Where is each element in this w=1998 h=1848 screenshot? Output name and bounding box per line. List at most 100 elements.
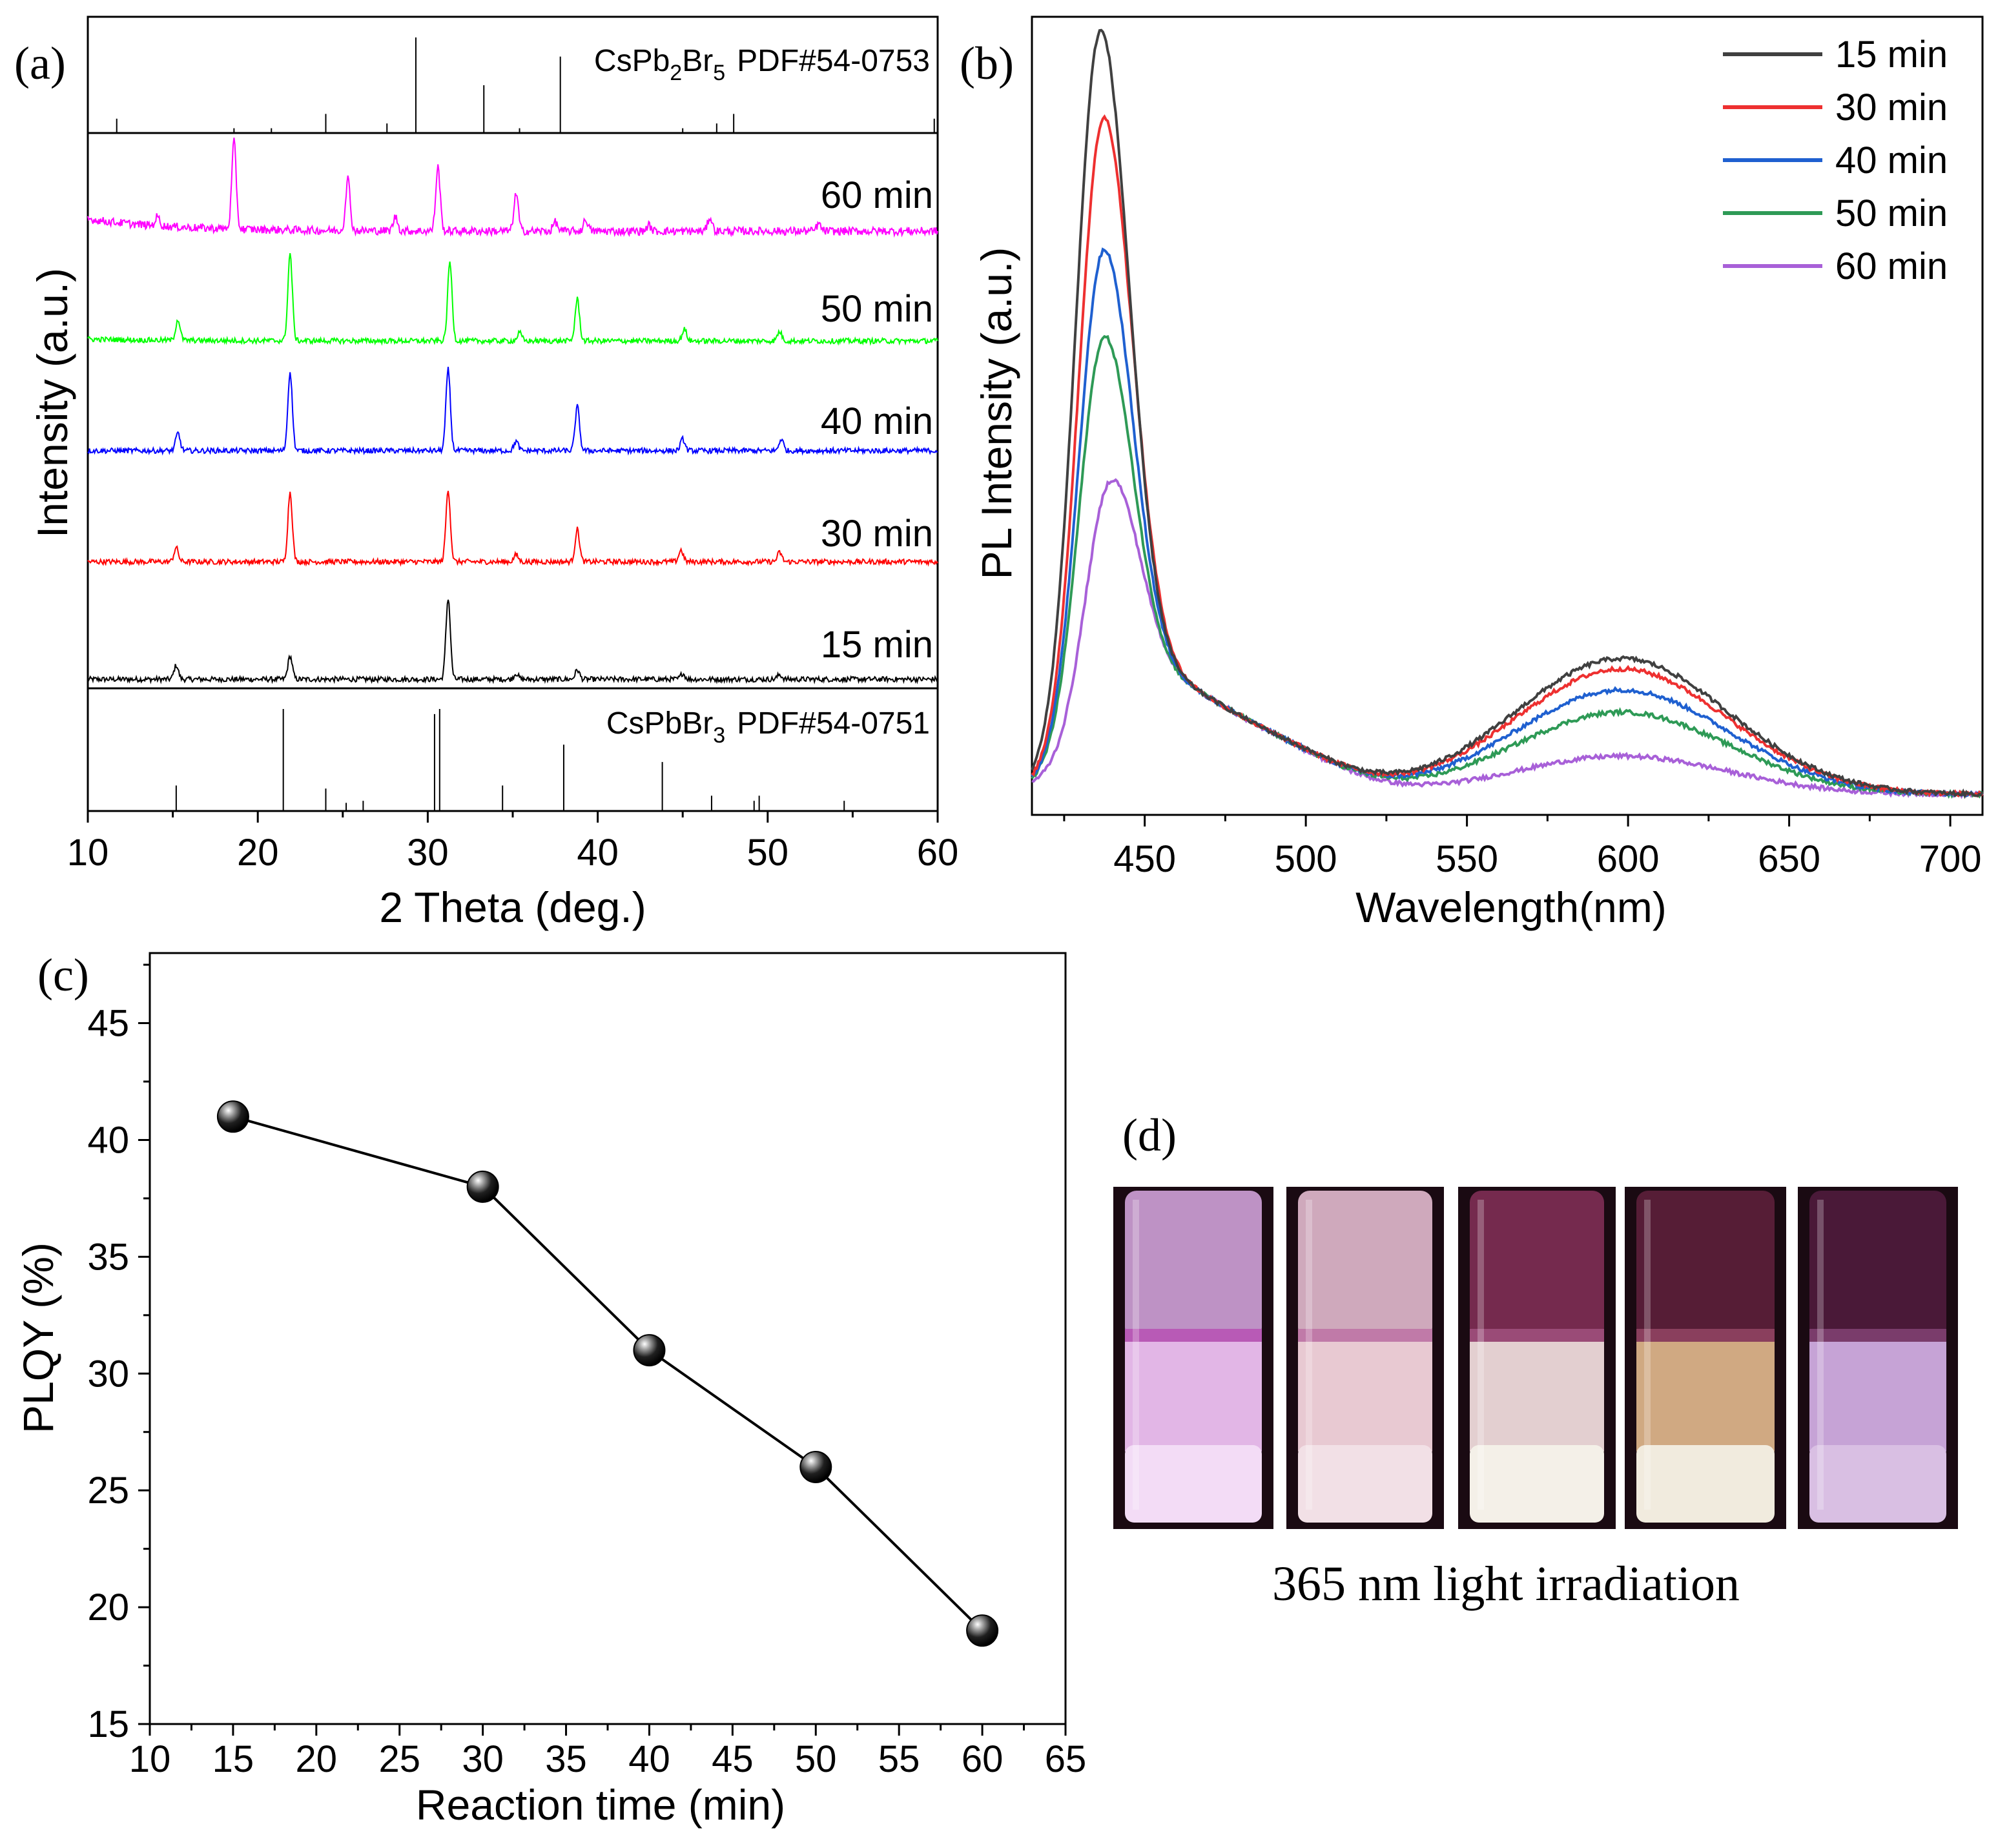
xrd-curves <box>87 138 938 684</box>
curve-label-15: 15 min <box>821 624 933 666</box>
ref-top-label: CsPb2Br5 PDF#54-0753 <box>594 44 930 85</box>
legend-label-40-min: 40 min <box>1835 139 1948 181</box>
a-xtick-label-40: 40 <box>577 832 619 874</box>
a-xtick-label-10: 10 <box>67 832 109 874</box>
panel-c-label: (c) <box>37 949 89 1001</box>
panel-b-x-ticks <box>1063 815 1952 826</box>
panel-c-frame <box>149 952 1067 1725</box>
plqy-line <box>232 1115 984 1632</box>
c-xtick-label-65: 65 <box>1045 1738 1087 1780</box>
panel-a-label: (a) <box>14 37 66 89</box>
vial-glow-5 <box>1809 1445 1946 1523</box>
vial-2 <box>1286 1187 1444 1529</box>
vial-headspace-2 <box>1298 1191 1432 1339</box>
vial-glow-4 <box>1636 1445 1775 1523</box>
vial-meniscus-3 <box>1470 1329 1604 1343</box>
vial-meniscus-2 <box>1298 1329 1432 1343</box>
c-ytick-label-45: 45 <box>87 1003 129 1045</box>
panel-b-x-title: Wavelength(nm) <box>1355 883 1667 931</box>
c-ytick-label-40: 40 <box>87 1119 129 1161</box>
vial-highlight-1 <box>1133 1200 1139 1510</box>
ref-top-sticks <box>116 37 935 133</box>
legend-label-30-min: 30 min <box>1835 87 1948 128</box>
legend-label-60-min: 60 min <box>1835 245 1948 287</box>
c-ytick-label-35: 35 <box>87 1236 129 1278</box>
ref-bottom-label: CsPbBr3 PDF#54-0751 <box>606 706 930 748</box>
panel-c-ticks <box>138 963 1067 1736</box>
c-xtick-label-15: 15 <box>212 1738 254 1780</box>
vial-meniscus-5 <box>1809 1329 1946 1343</box>
a-xtick-label-50: 50 <box>747 832 789 874</box>
panel-d-label: (d) <box>1122 1109 1177 1161</box>
b-xtick-label-500: 500 <box>1275 838 1337 880</box>
panel-b-frame <box>1031 15 1984 816</box>
xrd-curve-40-min <box>87 366 938 456</box>
c-ytick-label-20: 20 <box>87 1586 129 1628</box>
a-xtick-label-60: 60 <box>917 832 959 874</box>
panel-a-x-ticks <box>87 811 939 823</box>
c-xtick-label-10: 10 <box>129 1738 171 1780</box>
xrd-curve-30-min <box>87 491 938 567</box>
b-xtick-label-450: 450 <box>1113 838 1176 880</box>
c-xtick-label-60: 60 <box>962 1738 1004 1780</box>
vial-highlight-2 <box>1306 1200 1312 1510</box>
pl-curve-15-min <box>1031 28 1984 799</box>
vial-liquid-1 <box>1125 1342 1262 1452</box>
vial-highlight-3 <box>1478 1200 1484 1510</box>
panel-b-pl: (b) 450 500 550 600 650 700 15 min 30 min 40 mi… <box>960 15 1984 931</box>
b-xtick-label-550: 550 <box>1436 838 1498 880</box>
plqy-point-30 <box>466 1170 499 1203</box>
vial-glow-1 <box>1125 1445 1262 1523</box>
vial-3 <box>1458 1187 1616 1529</box>
vial-1 <box>1113 1187 1273 1529</box>
panel-b-label: (b) <box>960 37 1014 89</box>
c-xtick-label-45: 45 <box>712 1738 754 1780</box>
vial-headspace-4 <box>1636 1191 1775 1339</box>
c-ytick-label-15: 15 <box>87 1703 129 1745</box>
curve-label-30: 30 min <box>821 513 933 555</box>
vial-liquid-2 <box>1298 1342 1432 1452</box>
plqy-point-60 <box>966 1614 999 1647</box>
panel-b-y-title: PL Intensity (a.u.) <box>973 247 1020 580</box>
panel-a-y-title: Intensity (a.u.) <box>28 268 76 538</box>
panel-a-x-title: 2 Theta (deg.) <box>379 883 646 931</box>
b-xtick-label-650: 650 <box>1758 838 1820 880</box>
pl-curves <box>1031 28 1984 799</box>
plqy-point-40 <box>633 1334 666 1367</box>
b-xtick-label-600: 600 <box>1597 838 1660 880</box>
c-xtick-label-50: 50 <box>795 1738 837 1780</box>
a-xtick-label-30: 30 <box>407 832 449 874</box>
c-xtick-label-20: 20 <box>296 1738 338 1780</box>
panel-b-x-tick-labels: 450 500 550 600 650 700 <box>1113 838 1981 880</box>
panel-c-x-title: Reaction time (min) <box>416 1781 785 1829</box>
plqy-polyline <box>232 1115 984 1632</box>
legend-label-50-min: 50 min <box>1835 192 1948 234</box>
curve-label-60: 60 min <box>821 174 933 216</box>
c-xtick-label-30: 30 <box>462 1738 504 1780</box>
vial-meniscus-1 <box>1125 1329 1262 1343</box>
pl-legend: 15 min 30 min 40 min 50 min 60 min <box>1723 34 1948 287</box>
panel-a-frame <box>87 15 939 812</box>
vial-5 <box>1798 1187 1958 1529</box>
panel-c-plqy: (c) 10 15 20 25 30 35 40 45 50 55 60 65152025303540… <box>14 949 1086 1829</box>
c-ytick-label-25: 25 <box>87 1470 129 1512</box>
legend-label-15-min: 15 min <box>1835 34 1948 76</box>
xrd-curve-15-min <box>87 599 938 684</box>
vial-meniscus-4 <box>1636 1329 1775 1343</box>
plqy-point-15 <box>216 1100 249 1133</box>
panel-a-x-tick-labels: 10 20 30 40 50 60 <box>67 832 959 874</box>
ref-bottom-sticks <box>175 709 845 811</box>
pl-curve-40-min <box>1031 247 1983 798</box>
vial-headspace-5 <box>1809 1191 1946 1339</box>
pl-curve-50-min <box>1031 334 1983 799</box>
vial-highlight-4 <box>1644 1200 1651 1510</box>
vial-glow-3 <box>1470 1445 1604 1523</box>
curve-label-50: 50 min <box>821 288 933 330</box>
c-xtick-label-25: 25 <box>378 1738 420 1780</box>
c-xtick-label-40: 40 <box>628 1738 670 1780</box>
curve-label-40: 40 min <box>821 400 933 442</box>
xrd-curve-60-min <box>87 138 938 238</box>
panel-a-xrd: (a) 10 20 30 40 50 60 CsPb2Br5 PDF#54-0753 CsP… <box>14 15 959 931</box>
